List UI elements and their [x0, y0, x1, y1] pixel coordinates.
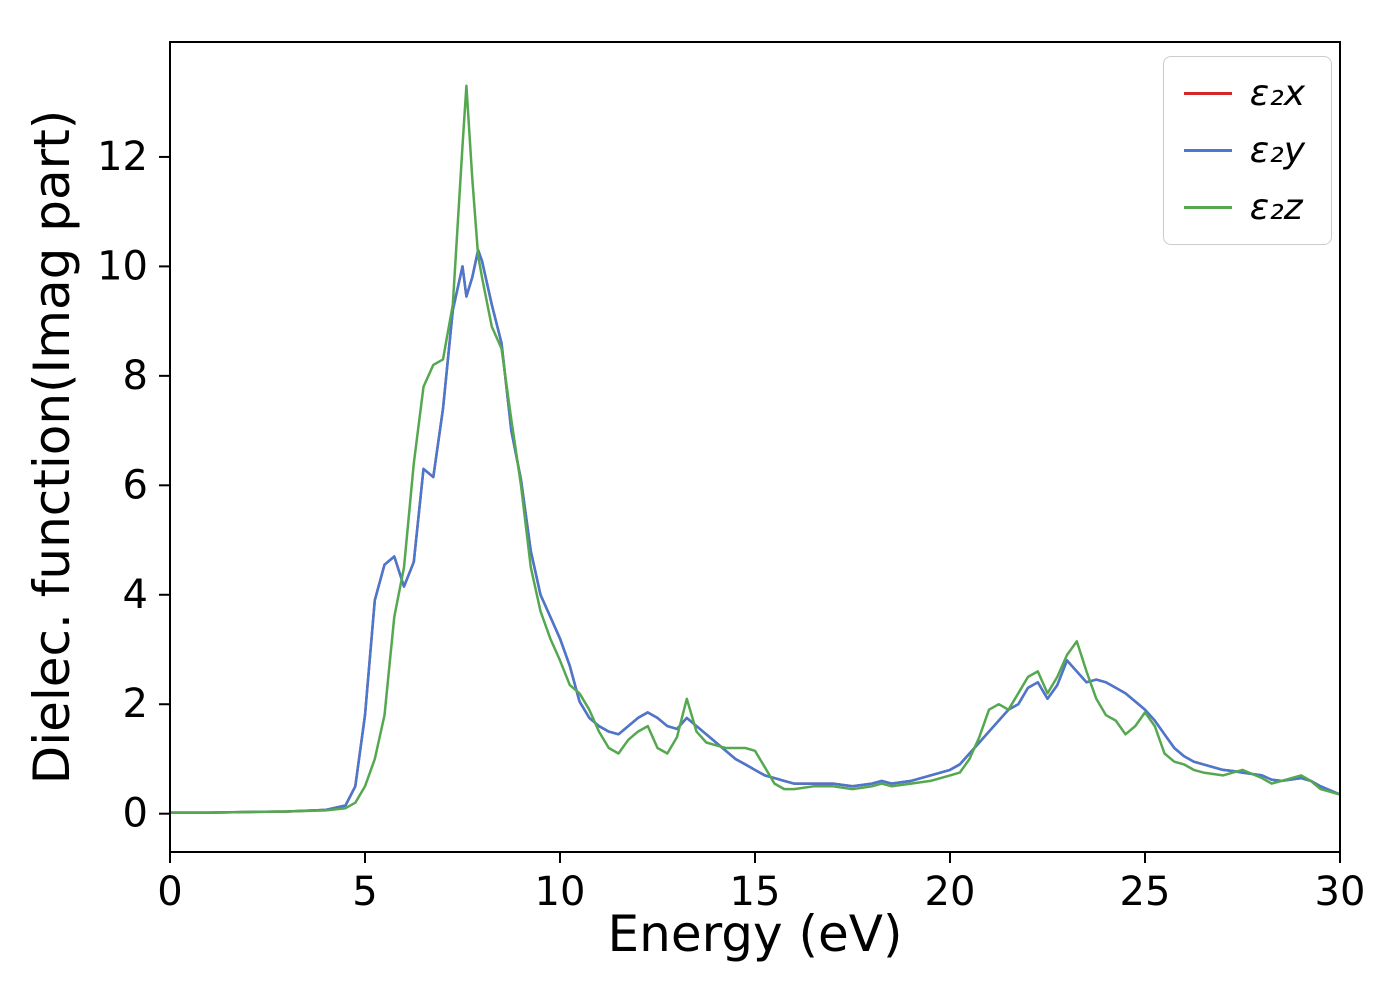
x-tick-label: 15 — [730, 869, 781, 915]
legend-line-swatch — [1183, 149, 1232, 152]
legend-item: ε₂z — [1183, 187, 1305, 228]
y-tick-label: 4 — [123, 572, 148, 618]
legend-line-swatch — [1183, 92, 1232, 95]
legend: ε₂x ε₂y ε₂z — [1162, 56, 1332, 245]
x-tick-label: 20 — [925, 869, 976, 915]
y-tick-label: 2 — [123, 681, 148, 727]
x-tick-label: 10 — [535, 869, 586, 915]
y-axis-label: Dielec. function(Imag part) — [23, 109, 81, 785]
y-tick-label: 8 — [123, 353, 148, 399]
legend-label: ε₂z — [1249, 187, 1303, 228]
legend-line-swatch — [1183, 206, 1232, 209]
x-axis-label: Energy (eV) — [607, 905, 903, 963]
legend-item: ε₂x — [1183, 73, 1305, 114]
legend-item: ε₂y — [1183, 130, 1305, 171]
series-group — [170, 84, 1340, 814]
y-tick-label: 0 — [123, 791, 148, 837]
y-tick-label: 12 — [97, 134, 148, 180]
legend-label: ε₂y — [1249, 130, 1305, 171]
x-tick-label: 0 — [157, 869, 182, 915]
y-tick-label: 10 — [97, 243, 148, 289]
x-tick-label: 5 — [352, 869, 377, 915]
series-line-ε₂x — [170, 248, 1340, 814]
series-line-ε₂z — [170, 84, 1340, 814]
series-line-ε₂y — [170, 248, 1340, 814]
axes-frame — [169, 41, 1341, 853]
y-tick-label: 6 — [123, 462, 148, 508]
x-tick-label: 25 — [1120, 869, 1171, 915]
legend-label: ε₂x — [1249, 73, 1305, 114]
x-tick-label: 30 — [1315, 869, 1366, 915]
